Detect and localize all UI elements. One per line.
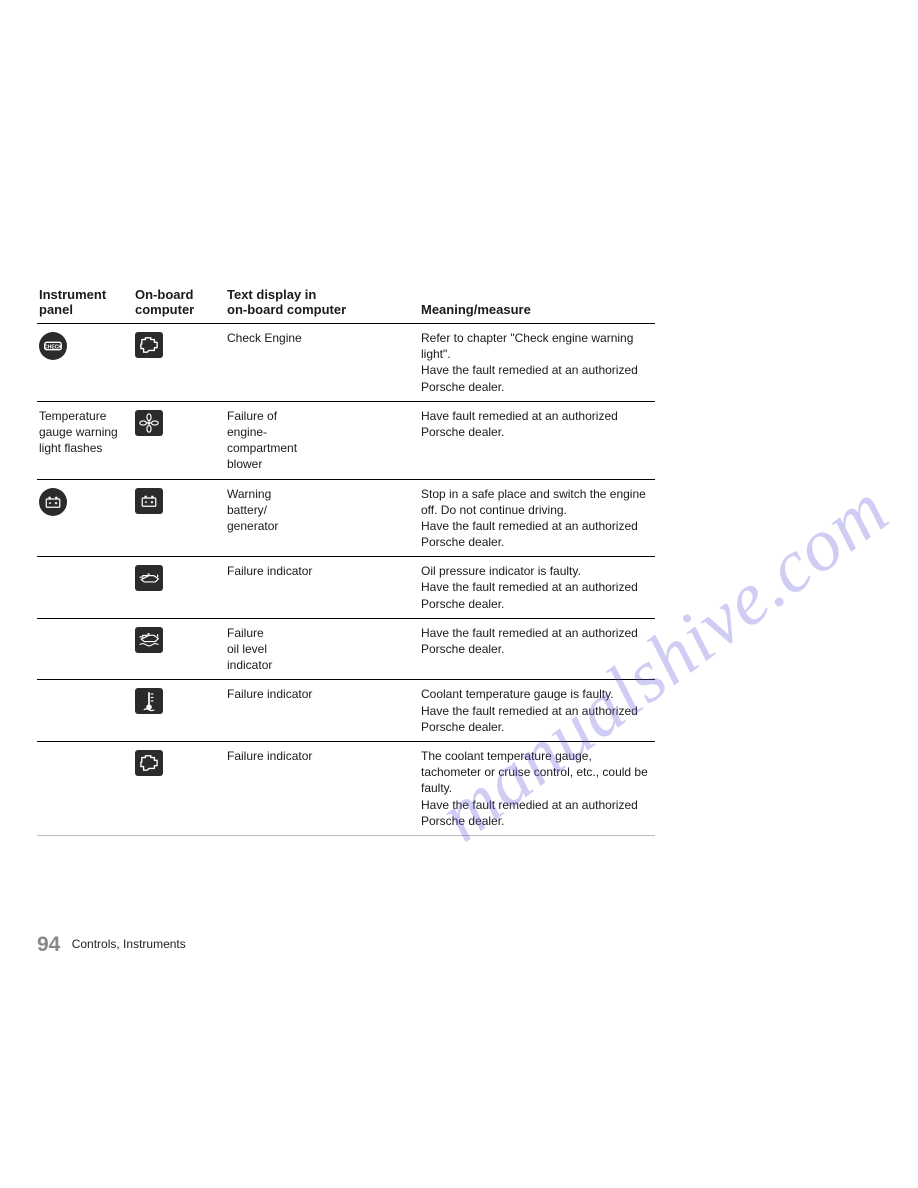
col-header-onboard-computer: On-boardcomputer: [133, 283, 225, 324]
page-footer: 94 Controls, Instruments: [37, 933, 186, 957]
page-number: 94: [37, 933, 60, 956]
cell-text-display: Failure indicator: [225, 557, 419, 619]
battery-circle-icon: [39, 488, 67, 516]
cell-meaning: Stop in a safe place and switch the engi…: [419, 479, 655, 557]
thermometer-icon: [135, 688, 163, 714]
cell-instrument-panel: [37, 618, 133, 680]
cell-instrument-panel: [37, 680, 133, 742]
cell-onboard-computer: [133, 741, 225, 835]
cell-onboard-computer: [133, 680, 225, 742]
cell-meaning: Have fault remedied at an authorized Por…: [419, 401, 655, 479]
col-header-text-display: Text display inon-board computer: [225, 283, 419, 324]
cell-instrument-panel: Temperature gauge warning light flashes: [37, 401, 133, 479]
engine-icon: [135, 332, 163, 358]
cell-instrument-panel: [37, 557, 133, 619]
table-row: Temperature gauge warning light flashes F…: [37, 401, 655, 479]
check-circle-icon: CHECK: [39, 332, 67, 360]
cell-onboard-computer: [133, 618, 225, 680]
cell-instrument-panel: [37, 741, 133, 835]
cell-text-display: Failure ofengine-compartmentblower: [225, 401, 419, 479]
section-title: Controls, Instruments: [72, 937, 186, 951]
cell-meaning: Oil pressure indicator is faulty.Have th…: [419, 557, 655, 619]
cell-text-display: Check Engine: [225, 324, 419, 402]
warning-table-page: Instrumentpanel On-boardcomputer Text di…: [37, 283, 655, 836]
warning-table: Instrumentpanel On-boardcomputer Text di…: [37, 283, 655, 836]
table-row: CHECK Check EngineRefer to chapter "Check…: [37, 324, 655, 402]
table-row: Failure indicatorCoolant temperature gau…: [37, 680, 655, 742]
col-header-meaning: Meaning/measure: [419, 283, 655, 324]
cell-onboard-computer: [133, 324, 225, 402]
svg-text:CHECK: CHECK: [44, 344, 62, 350]
oilcan-wave-icon: [135, 627, 163, 653]
cell-onboard-computer: [133, 401, 225, 479]
fan-icon: [135, 410, 163, 436]
instrument-panel-text: Temperature gauge warning light flashes: [39, 408, 127, 457]
cell-instrument-panel: CHECK: [37, 324, 133, 402]
oilcan-icon: [135, 565, 163, 591]
table-row: Failureoil levelindicatorHave the fault …: [37, 618, 655, 680]
cell-onboard-computer: [133, 479, 225, 557]
col-header-instrument-panel: Instrumentpanel: [37, 283, 133, 324]
battery-icon: [135, 488, 163, 514]
cell-text-display: Warningbattery/generator: [225, 479, 419, 557]
cell-onboard-computer: [133, 557, 225, 619]
cell-text-display: Failure indicator: [225, 680, 419, 742]
table-row: Failure indicatorOil pressure indicator …: [37, 557, 655, 619]
cell-instrument-panel: [37, 479, 133, 557]
cell-meaning: The coolant temperature gauge, tachomete…: [419, 741, 655, 835]
cell-text-display: Failureoil levelindicator: [225, 618, 419, 680]
engine-icon: [135, 750, 163, 776]
cell-meaning: Refer to chapter "Check engine warning l…: [419, 324, 655, 402]
cell-meaning: Coolant temperature gauge is faulty.Have…: [419, 680, 655, 742]
table-body: CHECK Check EngineRefer to chapter "Check…: [37, 324, 655, 836]
table-row: Failure indicatorThe coolant temperature…: [37, 741, 655, 835]
cell-text-display: Failure indicator: [225, 741, 419, 835]
table-header-row: Instrumentpanel On-boardcomputer Text di…: [37, 283, 655, 324]
table-row: Warningbattery/generatorStop in a safe p…: [37, 479, 655, 557]
cell-meaning: Have the fault remedied at an authorized…: [419, 618, 655, 680]
